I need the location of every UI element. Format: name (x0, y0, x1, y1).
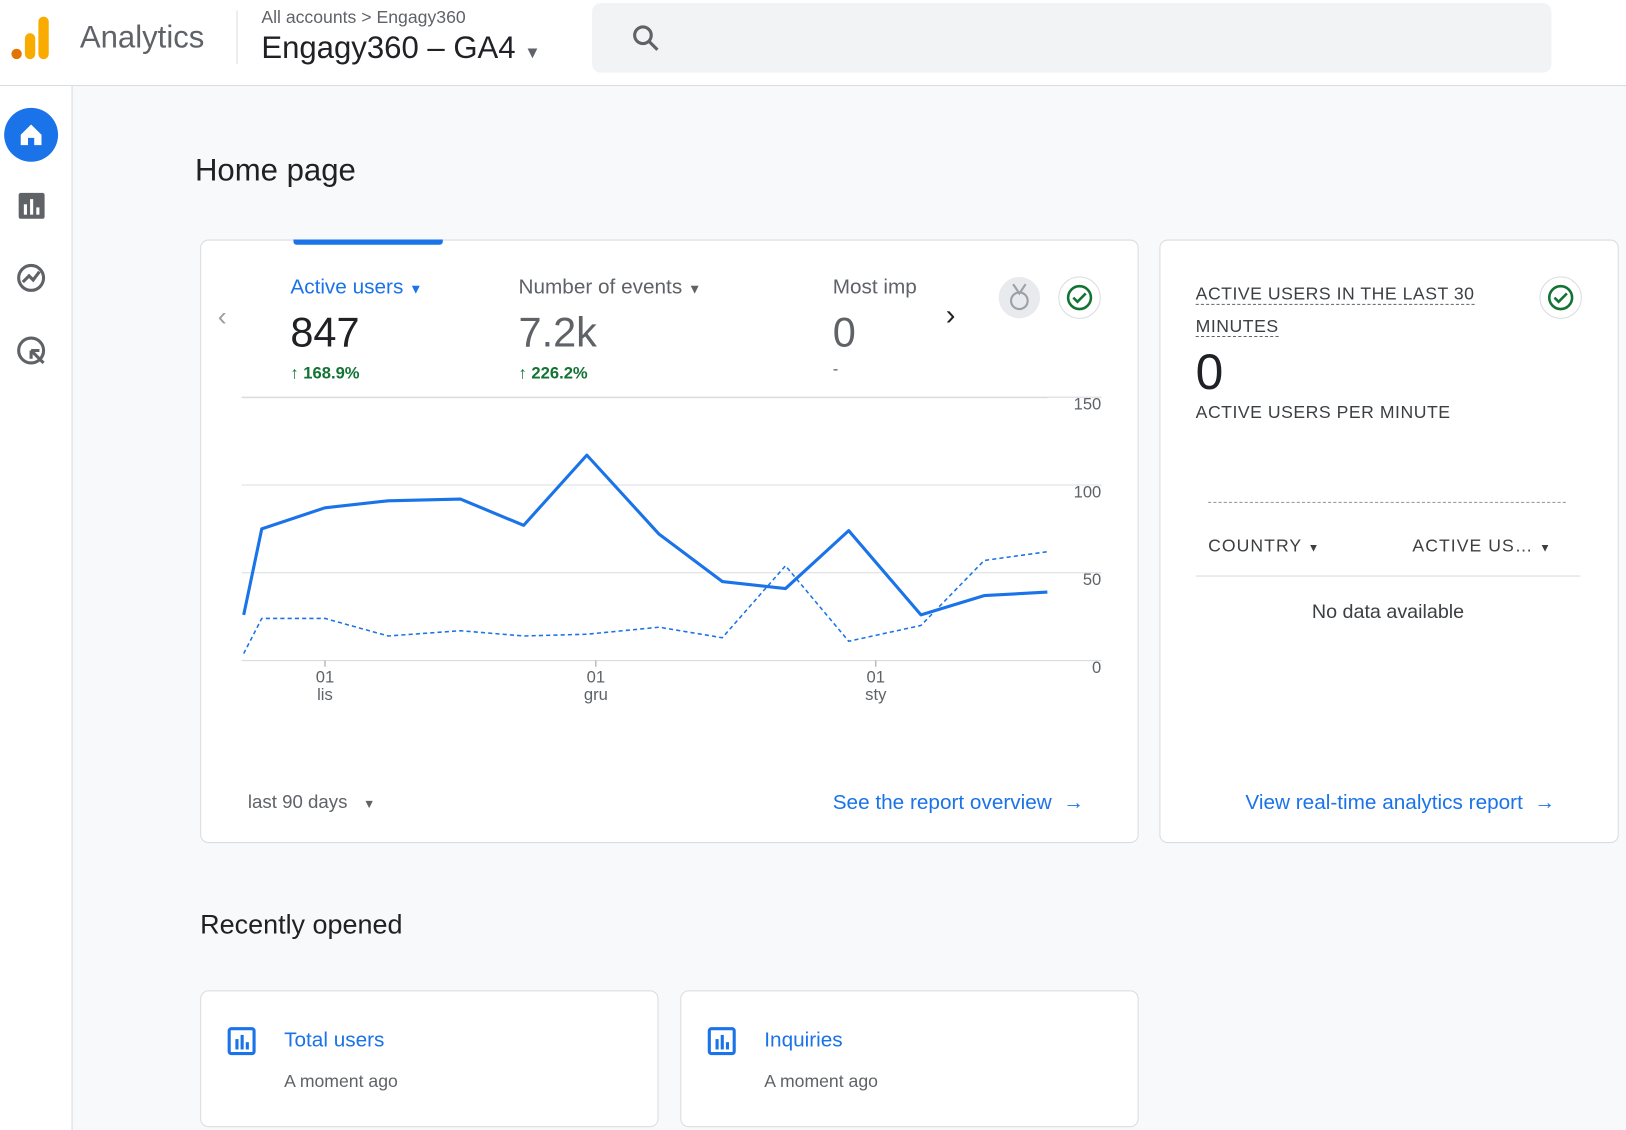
data-line (242, 453, 1048, 617)
metric-value: 0 (832, 310, 856, 356)
metric-value: 7.2k (518, 310, 597, 356)
link-text: See the report overview (832, 791, 1052, 815)
report-link[interactable]: See the report overview → (832, 791, 1085, 815)
metric-name: Active users (290, 275, 404, 299)
y-tick-label: 50 (1083, 570, 1101, 589)
metric-change: ↑ 226.2% (518, 365, 588, 383)
metric-tab[interactable]: Number of events ▼ (518, 275, 702, 299)
property-selector[interactable]: Engagy360 – GA4 ▼ (261, 31, 541, 66)
column-name: ACTIVE US… (1412, 536, 1534, 556)
x-tick-label: 01 sty (865, 668, 887, 705)
realtime-link[interactable]: View real-time analytics report → (1245, 791, 1556, 815)
metric-change-value: 226.2% (531, 365, 588, 383)
x-tick-label: 01 gru (583, 668, 608, 705)
recent-item-name[interactable]: Total users (284, 1028, 385, 1052)
table-divider (1195, 575, 1581, 577)
property-name: Engagy360 – GA4 (261, 31, 516, 66)
metric-value: 847 (290, 310, 360, 356)
y-tick-label: 100 (1074, 482, 1102, 501)
search-box[interactable] (592, 3, 1552, 73)
divider (236, 10, 238, 65)
recent-item-time: A moment ago (284, 1071, 398, 1091)
date-range: last 90 days (247, 791, 348, 812)
nav-icons[interactable] (0, 104, 64, 374)
side-nav (0, 86, 73, 1130)
realtime-card (1159, 239, 1619, 844)
realtime-title: ACTIVE USERS IN THE LAST 30 MINUTES (1195, 278, 1507, 342)
logo[interactable] (10, 15, 51, 63)
column-header[interactable]: COUNTRY ▼ (1208, 536, 1321, 556)
product-name: Analytics (79, 20, 205, 55)
page-title: Home page (194, 153, 356, 188)
recent-item[interactable] (680, 990, 1139, 1128)
metric-name: Number of events (518, 275, 683, 299)
y-tick-label: 0 (1092, 658, 1101, 677)
recent-item-name[interactable]: Inquiries (764, 1028, 843, 1052)
column-name: COUNTRY (1208, 536, 1302, 556)
metric-change: ↑ 168.9% (290, 365, 360, 383)
realtime-title-text: ACTIVE USERS IN THE LAST 30 MINUTES (1195, 284, 1475, 338)
report-icon (227, 1027, 256, 1056)
link-text: View real-time analytics report (1245, 791, 1523, 815)
x-tick-label: 01 lis (315, 668, 335, 705)
sparkline-placeholder (1208, 501, 1566, 503)
prev-arrow[interactable]: ‹ (217, 300, 227, 332)
empty-state: No data available (1311, 601, 1465, 624)
metric-change: - (832, 360, 839, 379)
date-range-selector[interactable]: last 90 days ▼ (247, 791, 376, 812)
metric-tab[interactable]: Most imp (832, 275, 917, 299)
data-line (243, 550, 1048, 654)
breadcrumb-item[interactable]: All accounts (261, 7, 357, 27)
breadcrumb: All accounts > Engagy360 (261, 7, 466, 27)
realtime-subtitle: ACTIVE USERS PER MINUTE (1195, 402, 1451, 423)
metric-tab[interactable]: Active users ▼ (290, 275, 423, 299)
metric-change-value: 168.9% (303, 365, 360, 383)
status-icons[interactable] (998, 276, 1102, 320)
report-icon (707, 1027, 736, 1056)
y-tick-label: 150 (1074, 395, 1102, 414)
next-arrow[interactable]: › (945, 298, 956, 331)
realtime-value: 0 (1195, 345, 1224, 401)
active-tab-indicator (293, 239, 443, 245)
breadcrumb-item[interactable]: Engagy360 (376, 7, 466, 27)
search-icon (633, 25, 659, 51)
section-title: Recently opened (200, 908, 403, 940)
status-icon (1539, 276, 1582, 319)
recent-item[interactable] (200, 990, 659, 1128)
column-header[interactable]: ACTIVE US… ▼ (1412, 536, 1552, 556)
recent-item-time: A moment ago (764, 1071, 878, 1091)
